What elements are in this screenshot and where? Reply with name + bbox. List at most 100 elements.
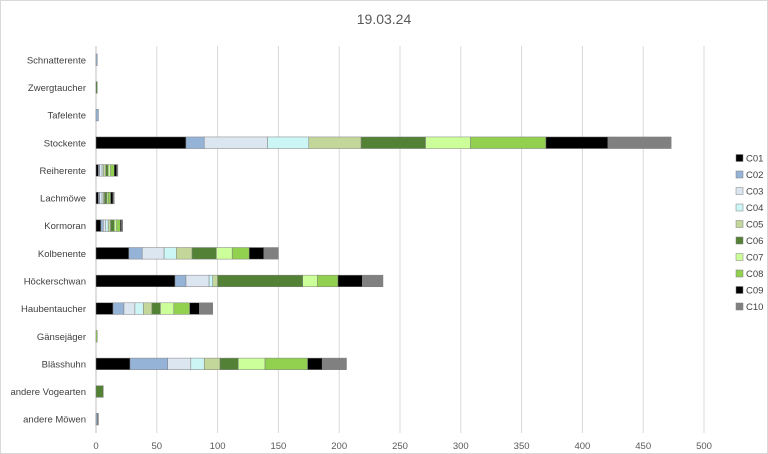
bar-segment-c09 <box>307 357 323 370</box>
bar-segment-c06 <box>191 247 217 260</box>
x-axis-ticks: 0 50 100 150 200 250 300 350 400 450 500 <box>93 441 712 452</box>
bar-segment-c09 <box>189 302 200 315</box>
bar-segment-c06 <box>151 302 161 315</box>
legend-swatch <box>735 154 744 162</box>
bar-segment-c02 <box>174 274 187 288</box>
bar-segment-c01 <box>95 219 102 232</box>
bar-segment-c05 <box>212 274 218 288</box>
bar-segment-c03 <box>185 274 210 288</box>
bar-segment-c04 <box>134 302 144 315</box>
bar-segment-c04 <box>208 274 213 288</box>
bar-segment-c07 <box>302 274 318 288</box>
bar-segment-c09 <box>110 191 114 205</box>
bar-segment-c06 <box>95 385 104 398</box>
category-label: Stockente <box>44 138 86 149</box>
category-label: Blässhuhn <box>42 359 86 370</box>
bar-segment-c08 <box>107 191 111 205</box>
bar-segment-c06 <box>110 219 115 232</box>
bar-segment-c08 <box>231 247 250 260</box>
bar-segment-c06 <box>217 274 303 288</box>
bar-segment-c08 <box>116 219 121 232</box>
category-label: Reiherente <box>40 166 86 177</box>
x-tick-label: 0 <box>93 441 98 452</box>
legend-swatch <box>735 253 744 261</box>
bar-segment-c04 <box>267 136 310 149</box>
bar-segment-c03 <box>99 191 103 205</box>
bar-segment-c10 <box>96 413 99 426</box>
legend-swatch <box>735 220 744 228</box>
legend-swatch <box>735 269 744 278</box>
bar-segment-c04 <box>190 357 205 370</box>
bar-segment-c04 <box>105 219 109 232</box>
legend-swatch <box>735 203 744 212</box>
bar-segment-c02 <box>100 219 104 232</box>
bar-segment-c02 <box>112 302 125 315</box>
x-tick-label: 400 <box>574 441 590 452</box>
bar-segment-c09 <box>113 164 117 177</box>
legend-label: C07 <box>746 253 763 264</box>
x-tick-label: 350 <box>514 441 530 452</box>
bar-segment-c03 <box>141 247 165 260</box>
x-tick-label: 150 <box>270 441 286 452</box>
bar-segment-c02 <box>185 136 205 149</box>
bar-segment-c08 <box>317 274 339 288</box>
category-labels: Schnatterente Zwergtaucher Tafelente Stocke… <box>10 55 86 425</box>
bar-segment-c01 <box>95 164 99 177</box>
legend-label: C04 <box>746 203 763 214</box>
bar-segment-c09 <box>248 247 265 260</box>
bar-segment-c07 <box>238 357 266 370</box>
bar-segment-c05 <box>176 247 193 260</box>
bar-segment-c05 <box>103 164 106 177</box>
category-label: Schnatterente <box>27 55 86 66</box>
bar-segment-c03 <box>99 164 103 177</box>
bar-segment-c03 <box>123 302 136 315</box>
bar-segment-c10 <box>607 136 672 149</box>
bar-segment-c10 <box>116 164 119 177</box>
bar-segment-c06 <box>360 136 426 149</box>
bar-segment-c06 <box>219 357 239 370</box>
x-tick-label: 450 <box>635 441 651 452</box>
category-label: Höckerschwan <box>24 276 86 287</box>
x-tick-label: 100 <box>210 441 226 452</box>
category-label: andere Möwen <box>23 415 86 426</box>
bar-segment-c06 <box>95 81 98 94</box>
chart-title: 19.03.24 <box>357 11 412 27</box>
bar-segment-c02 <box>128 247 143 260</box>
bar-segment-c03 <box>203 136 268 149</box>
bar-segment-c10 <box>362 274 384 288</box>
category-label: Zwergtaucher <box>28 83 86 94</box>
legend-swatch <box>735 187 744 195</box>
bar-segment-c08 <box>110 164 115 177</box>
category-label: Kormoran <box>44 221 86 232</box>
bar-segment-c01 <box>95 274 176 288</box>
bar-segment-c01 <box>95 136 187 149</box>
bars <box>95 53 672 426</box>
bar-segment-c10 <box>321 357 347 370</box>
legend-label: C01 <box>746 154 763 165</box>
legend-label: C05 <box>746 220 763 231</box>
x-tick-label: 250 <box>392 441 408 452</box>
bar-segment-c04 <box>163 247 177 260</box>
bar-segment-c07 <box>113 219 117 232</box>
x-tick-label: 500 <box>696 441 712 452</box>
legend-label: C02 <box>746 170 763 181</box>
legend-swatch <box>735 302 744 311</box>
x-tick-label: 300 <box>453 441 469 452</box>
bar-segment-c01 <box>95 357 131 370</box>
bar-segment-c02 <box>95 109 99 122</box>
bar-segment-c01 <box>95 302 114 315</box>
bar-segment-c03 <box>103 219 106 232</box>
bar-segment-c08 <box>95 330 98 343</box>
bar-segment-c10 <box>199 302 213 315</box>
bar-segment-c10 <box>263 247 279 260</box>
bar-segment-c10 <box>121 219 124 232</box>
bar-segment-c05 <box>203 357 221 370</box>
bar-segment-c10 <box>112 191 115 205</box>
legend-label: C08 <box>746 269 763 280</box>
category-label: andere Vogearten <box>10 387 86 398</box>
legend-label: C06 <box>746 236 763 247</box>
bar-segment-c09 <box>545 136 609 149</box>
legend-swatch <box>735 170 744 179</box>
bar-segment-c02 <box>95 53 98 66</box>
bar-segment-c09 <box>337 274 363 288</box>
